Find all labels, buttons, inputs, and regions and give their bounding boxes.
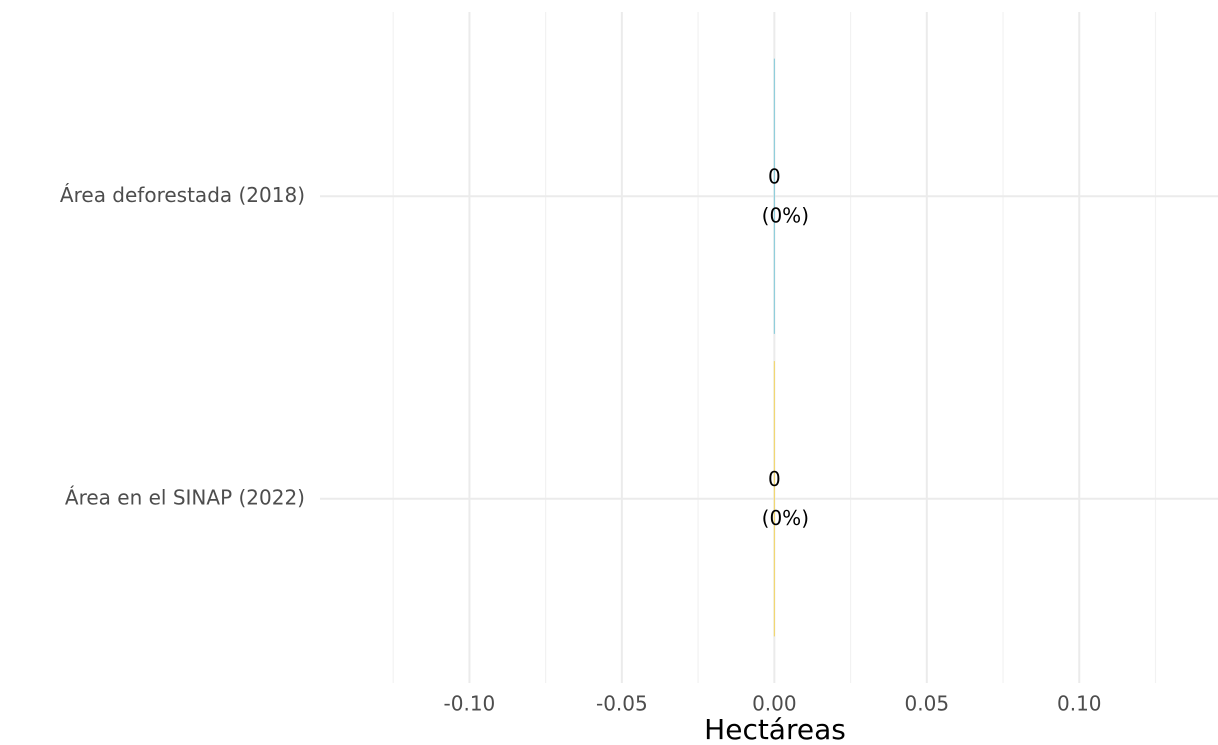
y-tick-label: Área deforestada (2018) xyxy=(60,183,305,207)
y-tick-label: Área en el SINAP (2022) xyxy=(65,485,305,509)
x-axis-title: Hectáreas xyxy=(704,713,846,745)
bar xyxy=(773,361,775,637)
x-tick-label: 0.10 xyxy=(1057,692,1102,716)
bar xyxy=(773,58,775,334)
x-tick-label: 0.05 xyxy=(905,692,950,716)
x-tick-label: 0.00 xyxy=(752,692,797,716)
data-label: 0 (0%) xyxy=(762,466,809,529)
data-label: 0 (0%) xyxy=(762,164,809,227)
x-tick-label: -0.10 xyxy=(444,692,496,716)
x-tick-label: -0.05 xyxy=(596,692,648,716)
